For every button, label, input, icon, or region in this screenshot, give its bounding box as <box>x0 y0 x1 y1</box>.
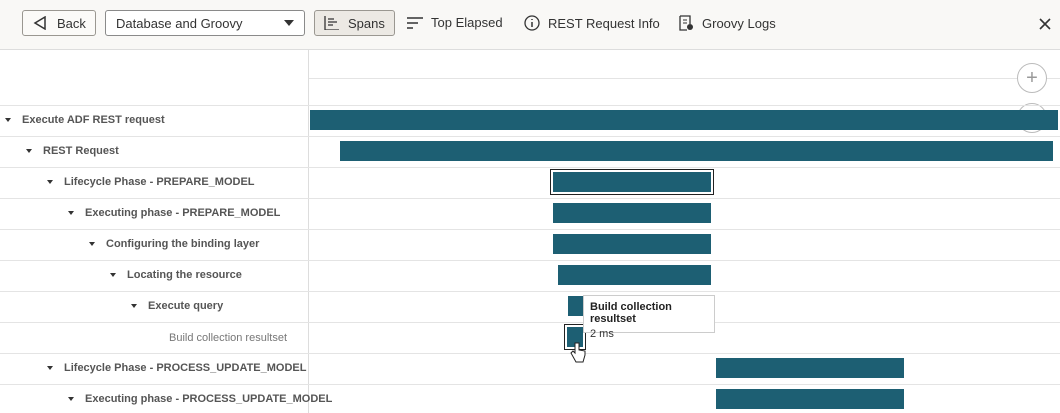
row-label: Executing phase - PREPARE_MODEL <box>85 207 281 219</box>
row-label: Executing phase - PROCESS_UPDATE_MODEL <box>85 393 333 405</box>
groovy-logs-label: Groovy Logs <box>702 15 776 31</box>
spans-label: Spans <box>348 15 385 31</box>
row-label: Locating the resource <box>127 269 242 281</box>
row-divider <box>0 167 1060 168</box>
row-label: Lifecycle Phase - PROCESS_UPDATE_MODEL <box>64 362 307 374</box>
row-label: Lifecycle Phase - PREPARE_MODEL <box>64 176 255 188</box>
tooltip-duration: 2 ms <box>590 328 614 340</box>
span-bar[interactable] <box>340 141 1053 161</box>
span-bar[interactable] <box>310 110 1058 130</box>
zoom-in[interactable]: + <box>1017 63 1047 93</box>
back-icon <box>33 16 46 30</box>
expand-caret[interactable] <box>89 242 95 246</box>
rest-info-button[interactable]: REST Request Info <box>524 15 660 31</box>
dropdown[interactable]: Database and Groovy <box>105 10 305 36</box>
row-divider <box>0 291 1060 292</box>
span-bar[interactable] <box>568 296 586 316</box>
expand-caret[interactable] <box>26 149 32 153</box>
span-bar[interactable] <box>558 265 711 285</box>
row-divider <box>0 353 1060 354</box>
span-bar[interactable] <box>553 234 711 254</box>
row-divider <box>0 322 1060 323</box>
span-bar[interactable] <box>564 324 586 350</box>
expand-caret[interactable] <box>68 211 74 215</box>
row-label: REST Request <box>43 145 119 157</box>
info-icon <box>524 15 540 31</box>
row-label: Configuring the binding layer <box>106 238 260 250</box>
top-elapsed-icon <box>407 16 423 29</box>
row-label: Execute query <box>148 300 224 312</box>
row-divider <box>0 260 1060 261</box>
top-elapsed-button[interactable]: Top Elapsed <box>407 15 503 30</box>
tooltip-title: Build collection resultset <box>590 301 672 325</box>
label-column <box>0 50 309 413</box>
expand-caret[interactable] <box>68 397 74 401</box>
expand-caret[interactable] <box>131 304 137 308</box>
row-label: Execute ADF REST request <box>22 114 165 126</box>
expand-caret[interactable] <box>110 273 116 277</box>
span-bar[interactable] <box>550 169 714 195</box>
span-bar[interactable] <box>716 358 904 378</box>
row-divider <box>0 229 1060 230</box>
logs-icon <box>679 15 693 31</box>
dropdown-arrow <box>284 20 294 26</box>
groovy-logs-button[interactable]: Groovy Logs <box>678 15 776 31</box>
row-divider <box>0 105 1060 106</box>
back-label: Back <box>57 15 86 31</box>
dropdown-label: Database and Groovy <box>116 15 243 31</box>
expand-caret[interactable] <box>5 118 11 122</box>
span-bar[interactable] <box>716 389 904 409</box>
row-divider <box>0 198 1060 199</box>
top-elapsed-label: Top Elapsed <box>431 15 503 30</box>
row-divider <box>0 384 1060 385</box>
close-button[interactable] <box>1039 18 1051 30</box>
tooltip: Build collection resultset 2 ms <box>583 295 715 340</box>
expand-caret[interactable] <box>47 366 53 370</box>
back-button[interactable]: Back <box>22 10 96 36</box>
spans-icon <box>324 16 339 30</box>
row-label: Build collection resultset <box>169 332 288 344</box>
row-divider <box>0 136 1060 137</box>
expand-caret[interactable] <box>47 180 53 184</box>
header-divider <box>309 78 1060 79</box>
toolbar: Back Database and Groovy Spans Top Elaps… <box>0 0 1060 50</box>
span-bar[interactable] <box>553 203 711 223</box>
spans-button[interactable]: Spans <box>314 10 395 36</box>
rest-info-label: REST Request Info <box>548 15 660 31</box>
cursor <box>570 342 586 363</box>
